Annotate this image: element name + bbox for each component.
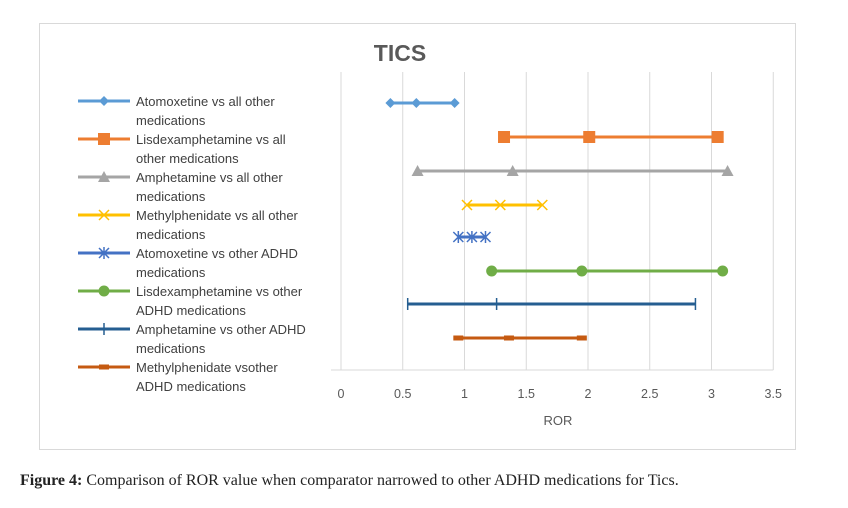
legend-label: Methylphenidate vsother xyxy=(136,360,278,375)
x-tick-label: 3.5 xyxy=(765,387,782,401)
x-axis-label: ROR xyxy=(544,413,573,428)
marker-circle xyxy=(717,265,729,277)
x-tick-label: 2.5 xyxy=(641,387,658,401)
legend-label: medications xyxy=(136,113,206,128)
marker-dash xyxy=(453,335,464,341)
legend-swatch xyxy=(78,323,130,335)
series-2 xyxy=(498,131,724,143)
legend-swatch xyxy=(78,209,130,221)
legend-item: Methylphenidate vs all other medications xyxy=(76,206,326,244)
legend-label: Methylphenidate vs all other xyxy=(136,208,298,223)
legend-label: Atomoxetine vs all other xyxy=(136,94,275,109)
marker-square xyxy=(583,131,596,143)
legend-swatch xyxy=(78,364,130,370)
x-tick-label: 0.5 xyxy=(394,387,411,401)
x-tick-label: 1 xyxy=(461,387,468,401)
marker-x xyxy=(536,199,548,211)
marker-diamond xyxy=(385,98,396,108)
legend-label: other medications xyxy=(136,151,239,166)
x-tick-label: 2 xyxy=(585,387,592,401)
marker-diamond xyxy=(99,96,109,106)
x-tick-label: 0 xyxy=(338,387,345,401)
chart: TICS 0 0.5 1 1.5 2 2.5 3 3.5 ROR xyxy=(331,40,782,428)
legend-item: Atomoxetine vs other ADHD medications xyxy=(76,244,326,282)
marker-dash xyxy=(576,335,587,341)
legend-label: Lisdexamphetamine vs other xyxy=(136,284,303,299)
legend-label: medications xyxy=(136,189,206,204)
marker-triangle xyxy=(721,165,734,176)
chart-frame xyxy=(39,23,796,450)
legend-label: ADHD medications xyxy=(136,303,246,318)
marker-circle xyxy=(576,265,588,277)
marker-circle xyxy=(486,265,498,277)
legend-label: Amphetamine vs other ADHD xyxy=(136,322,306,337)
marker-square xyxy=(498,131,511,143)
x-tick-label: 3 xyxy=(708,387,715,401)
x-tick-label: 1.5 xyxy=(518,387,535,401)
legend-swatch xyxy=(78,247,130,259)
legend-item: Amphetamine vs all other medications xyxy=(76,168,326,206)
marker-dash xyxy=(99,364,109,370)
legend-label: Lisdexamphetamine vs all xyxy=(136,132,286,147)
legend-label: ADHD medications xyxy=(136,379,246,394)
series-1 xyxy=(385,98,460,108)
marker-circle xyxy=(98,285,110,297)
marker-dash xyxy=(503,335,514,341)
marker-star xyxy=(98,247,110,259)
legend: Atomoxetine vs all other medications Lisde… xyxy=(76,92,326,396)
legend-item: Amphetamine vs other ADHD medications xyxy=(76,320,326,358)
legend-swatch xyxy=(78,171,130,182)
series-4 xyxy=(461,199,548,211)
figure-caption: Figure 4: Comparison of ROR value when c… xyxy=(20,472,679,490)
legend-item: Lisdexamphetamine vs other ADHD medicatio… xyxy=(76,282,326,320)
marker-triangle xyxy=(98,171,110,182)
legend-item: Methylphenidate vsother ADHD medications xyxy=(76,358,326,396)
marker-diamond xyxy=(449,98,460,108)
marker-triangle xyxy=(506,165,519,176)
marker-diamond xyxy=(411,98,422,108)
caption-text: Comparison of ROR value when comparator … xyxy=(82,472,679,489)
legend-item: Lisdexamphetamine vs all other medication… xyxy=(76,130,326,168)
marker-x xyxy=(98,209,110,221)
series-3 xyxy=(411,165,734,176)
marker-x xyxy=(461,199,473,211)
chart-title: TICS xyxy=(374,40,426,66)
series-8 xyxy=(453,335,587,341)
legend-label: medications xyxy=(136,265,206,280)
marker-star xyxy=(479,231,492,243)
series-7 xyxy=(406,298,697,310)
marker-star xyxy=(452,231,464,243)
marker-square xyxy=(711,131,724,143)
legend-label: Atomoxetine vs other ADHD xyxy=(136,246,298,261)
marker-square xyxy=(98,133,110,145)
legend-label: medications xyxy=(136,341,206,356)
marker-star xyxy=(466,231,478,243)
legend-swatch xyxy=(78,96,130,106)
marker-triangle xyxy=(411,165,424,176)
legend-item: Atomoxetine vs all other medications xyxy=(76,92,326,130)
legend-label: medications xyxy=(136,227,206,242)
caption-label: Figure 4: xyxy=(20,472,83,489)
legend-label: Amphetamine vs all other xyxy=(136,170,283,185)
legend-swatch xyxy=(78,285,130,297)
legend-swatch xyxy=(78,133,130,145)
series-6 xyxy=(486,265,729,277)
marker-x xyxy=(494,199,506,211)
series-5 xyxy=(452,231,492,243)
